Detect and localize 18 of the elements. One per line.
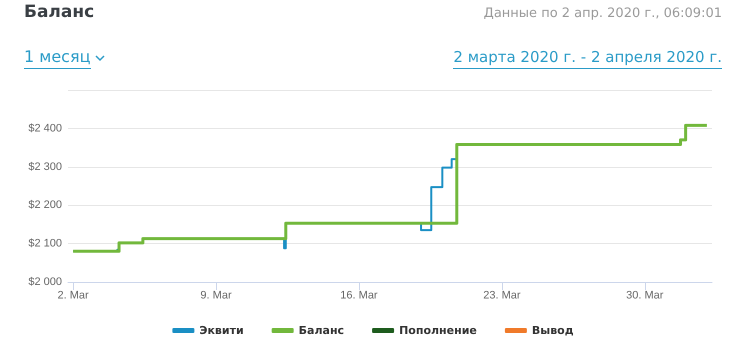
x-tick-label: 2. Mar [58,290,90,302]
y-tick-label: $2 300 [28,160,62,173]
chart-subtitle: Данные по 2 апр. 2020 г., 06:09:01 [484,6,722,21]
x-tick-label: 16. Mar [340,290,378,302]
y-tick-label: $2 200 [28,199,62,212]
legend-label: Пополнение [399,324,477,337]
text: 1 месяц [24,47,90,69]
y-tick-label: $2 100 [28,238,62,250]
x-tick-label: 30. Mar [626,290,664,302]
chart-title: Баланс [24,2,94,22]
text: 2 марта 2020 г. - 2 апреля 2020 г. [453,48,722,69]
y-tick-label: $2 400 [28,122,62,134]
x-tick-label: 23. Mar [483,290,521,302]
legend-label: Баланс [298,324,344,337]
y-tick-label: $2 000 [28,276,62,288]
x-tick-label: 9. Mar [200,290,232,302]
legend-label: Эквити [199,324,244,337]
legend-label: Вывод [532,324,574,337]
